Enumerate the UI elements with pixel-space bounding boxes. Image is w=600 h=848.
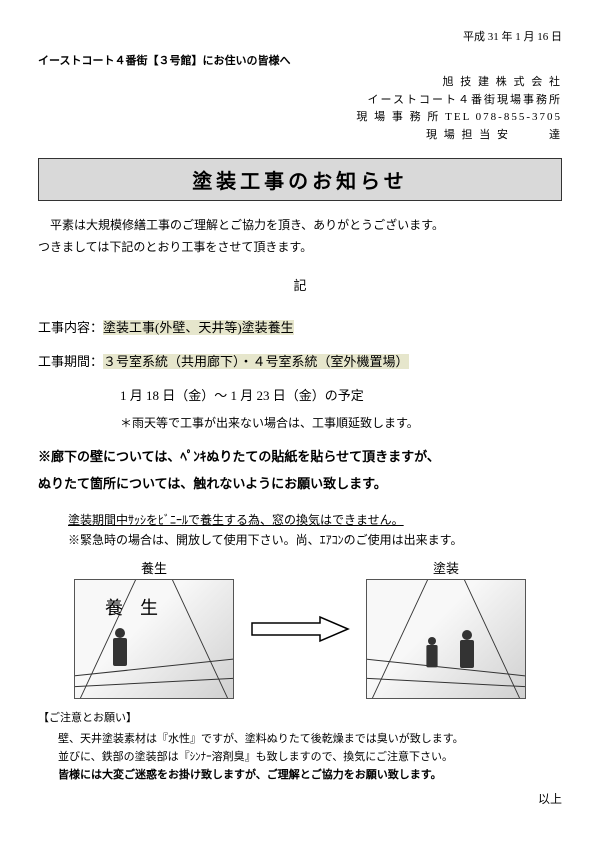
diagram-left: 養生 養 生 bbox=[74, 558, 234, 699]
work-highlight: 塗装工事(外壁、天井等)塗装養生 bbox=[103, 320, 294, 335]
caution-block: 壁、天井塗装素材は『水性』ですが、塗料ぬりたて後乾燥までは臭いが致します。 並び… bbox=[38, 731, 562, 784]
painter-icon bbox=[457, 630, 477, 670]
work-content: 工事内容：塗装工事(外壁、天井等)塗装養生 bbox=[38, 316, 562, 341]
period-highlight: ３号室系統（共用廊下）・４号室系統（室外機置場） bbox=[103, 354, 409, 369]
curing-illustration: 養 生 bbox=[74, 579, 234, 699]
wet-paint-warning: ※廊下の壁については、ﾍﾟﾝｷぬりたての貼紙を貼らせて頂きますが、 ぬりたて箇所… bbox=[38, 443, 562, 498]
ventilation-note: 塗装期間中ｻｯｼをﾋﾞﾆｰﾙで養生する為、窓の換気はできません。 ※緊急時の場合… bbox=[38, 510, 562, 551]
warning-line1: ※廊下の壁については、ﾍﾟﾝｷぬりたての貼紙を貼らせて頂きますが、 bbox=[38, 443, 562, 470]
intro-line2: つきましては下記のとおり工事をさせて頂きます。 bbox=[38, 237, 562, 259]
caution-line1: 壁、天井塗装素材は『水性』ですが、塗料ぬりたて後乾燥までは臭いが致します。 bbox=[58, 731, 562, 749]
intro-paragraph: 平素は大規模修繕工事のご理解とご協力を頂き、ありがとうございます。 つきましては… bbox=[38, 215, 562, 258]
sender-block: 旭 技 建 株 式 会 社 イーストコート４番街現場事務所 現 場 事 務 所 … bbox=[38, 74, 562, 144]
emergency-note: ※緊急時の場合は、開放して使用下さい。尚、ｴｱｺﾝのご使用は出来ます。 bbox=[68, 530, 562, 550]
caution-line2: 並びに、鉄部の塗装部は『ｼﾝﾅｰ溶剤臭』も致しますので、換気にご注意下さい。 bbox=[58, 749, 562, 767]
ki-marker: 記 bbox=[38, 275, 562, 294]
caution-title: 【ご注意とお願い】 bbox=[38, 709, 562, 725]
intro-line1: 平素は大規模修繕工事のご理解とご協力を頂き、ありがとうございます。 bbox=[38, 215, 562, 237]
sender-line1: 旭 技 建 株 式 会 社 bbox=[38, 74, 562, 92]
painter-icon bbox=[424, 637, 440, 669]
notice-title: 塗装工事のお知らせ bbox=[38, 158, 562, 201]
schedule-dates: 1 月 18 日（金）～ 1 月 23 日（金）の予定 bbox=[38, 385, 562, 404]
addressee: イーストコート４番街【３号館】にお住いの皆様へ bbox=[38, 52, 562, 68]
diagram-left-label: 養生 bbox=[74, 558, 234, 577]
diagram-row: 養生 養 生 塗装 bbox=[38, 558, 562, 699]
caution-line3: 皆様には大変ご迷惑をお掛け致しますが、ご理解とご協力をお願い致します。 bbox=[58, 767, 562, 785]
worker-icon bbox=[110, 628, 130, 668]
period-label: 工事期間： bbox=[38, 354, 103, 369]
painting-illustration bbox=[366, 579, 526, 699]
document-date: 平成 31 年 1 月 16 日 bbox=[38, 28, 562, 44]
rain-note: ＊雨天等で工事が出来ない場合は、工事順延致します。 bbox=[38, 414, 562, 431]
closing-mark: 以上 bbox=[38, 790, 562, 807]
diagram-right: 塗装 bbox=[366, 558, 526, 699]
sender-line4: 現 場 担 当 安 達 bbox=[38, 127, 562, 145]
work-label: 工事内容： bbox=[38, 320, 103, 335]
sender-line2: イーストコート４番街現場事務所 bbox=[38, 92, 562, 110]
period-content: 工事期間：３号室系統（共用廊下）・４号室系統（室外機置場） bbox=[38, 350, 562, 375]
sender-line3: 現 場 事 務 所 TEL 078-855-3705 bbox=[38, 109, 562, 127]
warning-line2: ぬりたて箇所については、触れないようにお願い致します。 bbox=[38, 470, 562, 497]
ventilation-underline: 塗装期間中ｻｯｼをﾋﾞﾆｰﾙで養生する為、窓の換気はできません。 bbox=[68, 510, 562, 530]
curing-text: 養 生 bbox=[105, 594, 164, 620]
arrow-icon bbox=[250, 615, 350, 643]
diagram-right-label: 塗装 bbox=[366, 558, 526, 577]
